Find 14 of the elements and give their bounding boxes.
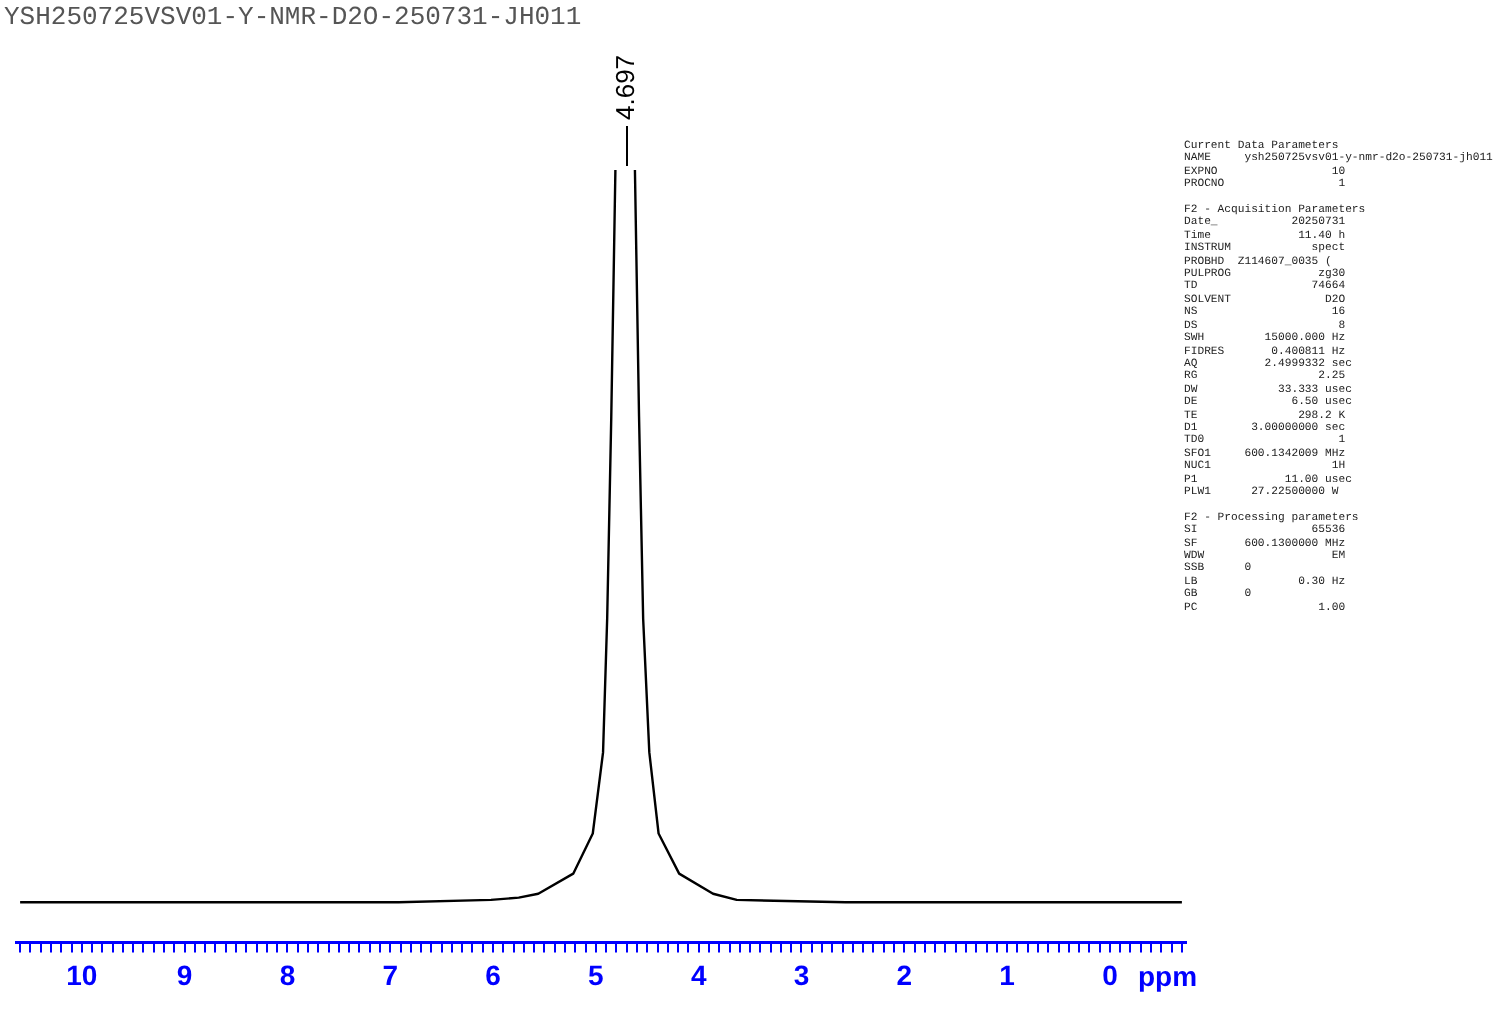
annotation: 4.697 bbox=[610, 54, 641, 120]
chart-title: YSH250725VSV01-Y-NMR-D2O-250731-JH011 bbox=[4, 2, 582, 32]
x-tick-label: 8 bbox=[279, 958, 296, 991]
x-tick-label: 2 bbox=[896, 958, 913, 991]
x-tick-label: 7 bbox=[382, 958, 399, 991]
x-tick-label: 3 bbox=[793, 958, 810, 991]
x-tick-label: 5 bbox=[588, 958, 605, 991]
x-tick-label: 1 bbox=[999, 958, 1016, 991]
x-tick-label: 0 bbox=[1102, 958, 1119, 991]
x-axis-title: ppm bbox=[1137, 959, 1198, 992]
x-tick-label: 6 bbox=[485, 958, 502, 991]
x-tick-label: 4 bbox=[690, 958, 707, 991]
x-tick-label: 10 bbox=[66, 958, 98, 991]
x-tick-label: 9 bbox=[176, 958, 193, 991]
